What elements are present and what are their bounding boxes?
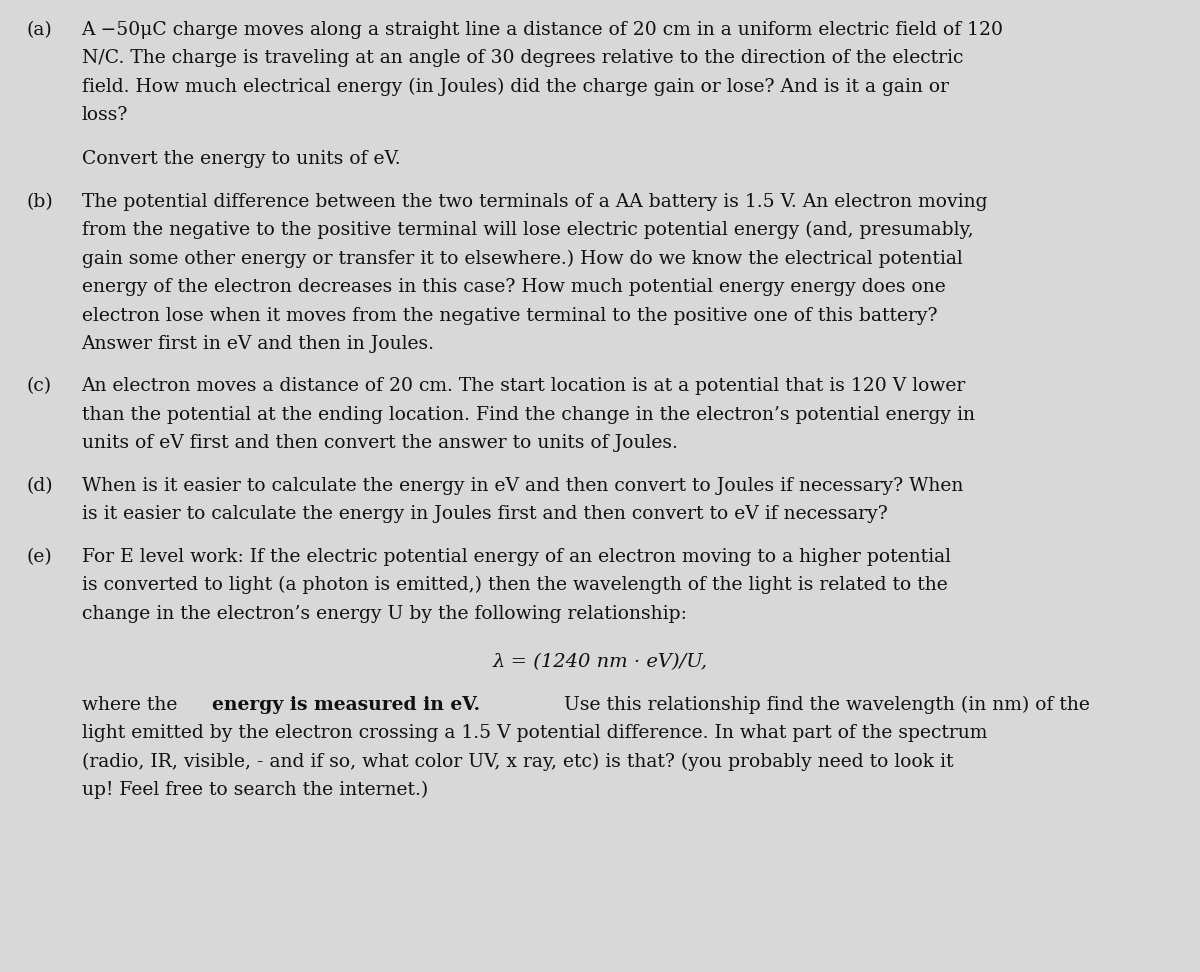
Text: where the: where the — [82, 696, 182, 713]
Text: When is it easier to calculate the energy in eV and then convert to Joules if ne: When is it easier to calculate the energ… — [82, 477, 962, 495]
Text: units of eV first and then convert the answer to units of Joules.: units of eV first and then convert the a… — [82, 434, 678, 452]
Text: (a): (a) — [26, 20, 52, 39]
Text: change in the electron’s energy U by the following relationship:: change in the electron’s energy U by the… — [82, 605, 686, 622]
Text: field. How much electrical energy (in Joules) did the charge gain or lose? And i: field. How much electrical energy (in Jo… — [82, 78, 949, 96]
Text: A −50μC charge moves along a straight line a distance of 20 cm in a uniform elec: A −50μC charge moves along a straight li… — [82, 20, 1003, 39]
Text: than the potential at the ending location. Find the change in the electron’s pot: than the potential at the ending locatio… — [82, 406, 974, 424]
Text: energy is measured in eV.: energy is measured in eV. — [212, 696, 480, 713]
Text: (e): (e) — [26, 547, 52, 566]
Text: is converted to light (a photon is emitted,) then the wavelength of the light is: is converted to light (a photon is emitt… — [82, 576, 947, 594]
Text: Answer first in eV and then in Joules.: Answer first in eV and then in Joules. — [82, 335, 434, 353]
Text: up! Feel free to search the internet.): up! Feel free to search the internet.) — [82, 781, 428, 799]
Text: The potential difference between the two terminals of a AA battery is 1.5 V. An : The potential difference between the two… — [82, 192, 988, 211]
Text: For E level work: If the electric potential energy of an electron moving to a hi: For E level work: If the electric potent… — [82, 547, 950, 566]
Text: Use this relationship find the wavelength (in nm) of the: Use this relationship find the wavelengt… — [558, 696, 1091, 713]
Text: gain some other energy or transfer it to elsewhere.) How do we know the electric: gain some other energy or transfer it to… — [82, 250, 962, 268]
Text: loss?: loss? — [82, 106, 128, 124]
Text: is it easier to calculate the energy in Joules first and then convert to eV if n: is it easier to calculate the energy in … — [82, 505, 887, 523]
Text: An electron moves a distance of 20 cm. The start location is at a potential that: An electron moves a distance of 20 cm. T… — [82, 377, 966, 396]
Text: (b): (b) — [26, 192, 53, 211]
Text: Convert the energy to units of eV.: Convert the energy to units of eV. — [82, 151, 401, 168]
Text: (c): (c) — [26, 377, 52, 396]
Text: light emitted by the electron crossing a 1.5 V potential difference. In what par: light emitted by the electron crossing a… — [82, 724, 986, 743]
Text: from the negative to the positive terminal will lose electric potential energy (: from the negative to the positive termin… — [82, 222, 973, 239]
Text: (d): (d) — [26, 477, 53, 495]
Text: (radio, IR, visible, - and if so, what color UV, x ray, etc) is that? (you proba: (radio, IR, visible, - and if so, what c… — [82, 752, 953, 771]
Text: λ = (1240 nm · eV)/U,: λ = (1240 nm · eV)/U, — [492, 653, 708, 671]
Text: electron lose when it moves from the negative terminal to the positive one of th: electron lose when it moves from the neg… — [82, 306, 937, 325]
Text: N/C. The charge is traveling at an angle of 30 degrees relative to the direction: N/C. The charge is traveling at an angle… — [82, 50, 962, 67]
Text: energy of the electron decreases in this case? How much potential energy energy : energy of the electron decreases in this… — [82, 278, 946, 296]
